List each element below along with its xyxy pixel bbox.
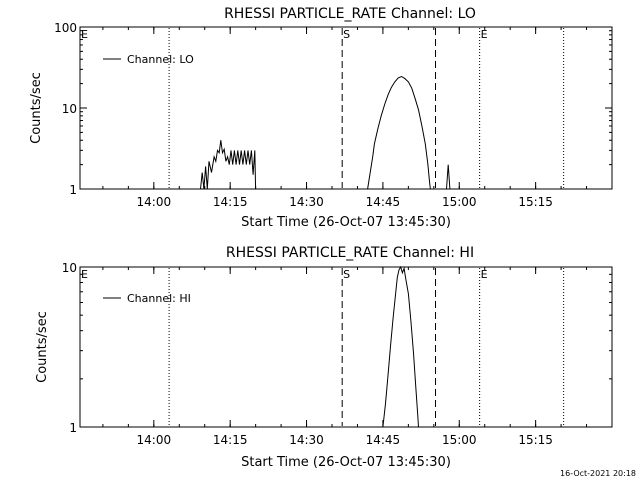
- x-tick-label: 15:00: [442, 433, 477, 447]
- y-tick-label: 1: [69, 421, 77, 435]
- chart-title: RHESSI PARTICLE_RATE Channel: HI: [226, 245, 474, 261]
- legend-entry: Channel: LO: [127, 53, 194, 66]
- footer-timestamp: 16-Oct-2021 20:18: [560, 469, 636, 478]
- marker-label: S: [343, 28, 350, 41]
- x-axis-label: Start Time (26-Oct-07 13:45:30): [241, 215, 451, 230]
- plot-frame: [79, 266, 613, 428]
- y-axis-label: Counts/sec: [29, 72, 44, 144]
- x-tick-label: 14:15: [213, 195, 248, 209]
- chart-panel-hi: RHESSI PARTICLE_RATE Channel: HI E S E 14:…: [35, 245, 613, 470]
- x-tick-label: 14:00: [137, 195, 172, 209]
- series-line-segment: [200, 140, 257, 190]
- chart-title: RHESSI PARTICLE_RATE Channel: LO: [224, 6, 476, 22]
- x-tick-label: 14:30: [289, 195, 324, 209]
- marker-label: E: [81, 28, 88, 41]
- x-tick-label: 15:15: [518, 433, 553, 447]
- legend-entry: Channel: HI: [127, 292, 191, 305]
- x-tick-label: 14:00: [137, 433, 172, 447]
- y-axis-ticks: 1 10 100: [54, 21, 612, 197]
- x-axis-label: Start Time (26-Oct-07 13:45:30): [241, 455, 451, 470]
- series-group: [200, 75, 451, 190]
- y-tick-label: 10: [62, 261, 77, 275]
- series-line-segment: [367, 75, 431, 190]
- x-axis-ticks: 14:00 14:15 14:30 14:45 15:00 15:15: [102, 27, 613, 209]
- y-tick-label: 1: [69, 183, 77, 197]
- marker-label: E: [481, 28, 488, 41]
- y-axis-label: Counts/sec: [35, 311, 50, 383]
- series-line-segment: [446, 164, 451, 190]
- series-group: [382, 265, 419, 428]
- x-tick-label: 14:45: [366, 433, 401, 447]
- chart-panel-lo: RHESSI PARTICLE_RATE Channel: LO E S E 14:…: [29, 6, 613, 230]
- y-tick-label: 100: [54, 21, 77, 35]
- x-tick-label: 14:30: [289, 433, 324, 447]
- marker-label: S: [343, 268, 350, 281]
- series-line-segment: [382, 265, 419, 428]
- marker-label: E: [481, 268, 488, 281]
- x-axis-ticks: 14:00 14:15 14:30 14:45 15:00 15:15: [102, 267, 613, 447]
- marker-label: E: [81, 268, 88, 281]
- x-tick-label: 14:45: [366, 195, 401, 209]
- y-axis-ticks: 1 10: [62, 261, 612, 435]
- x-tick-label: 15:00: [442, 195, 477, 209]
- x-tick-label: 15:15: [518, 195, 553, 209]
- y-tick-label: 10: [62, 102, 77, 116]
- x-tick-label: 14:15: [213, 433, 248, 447]
